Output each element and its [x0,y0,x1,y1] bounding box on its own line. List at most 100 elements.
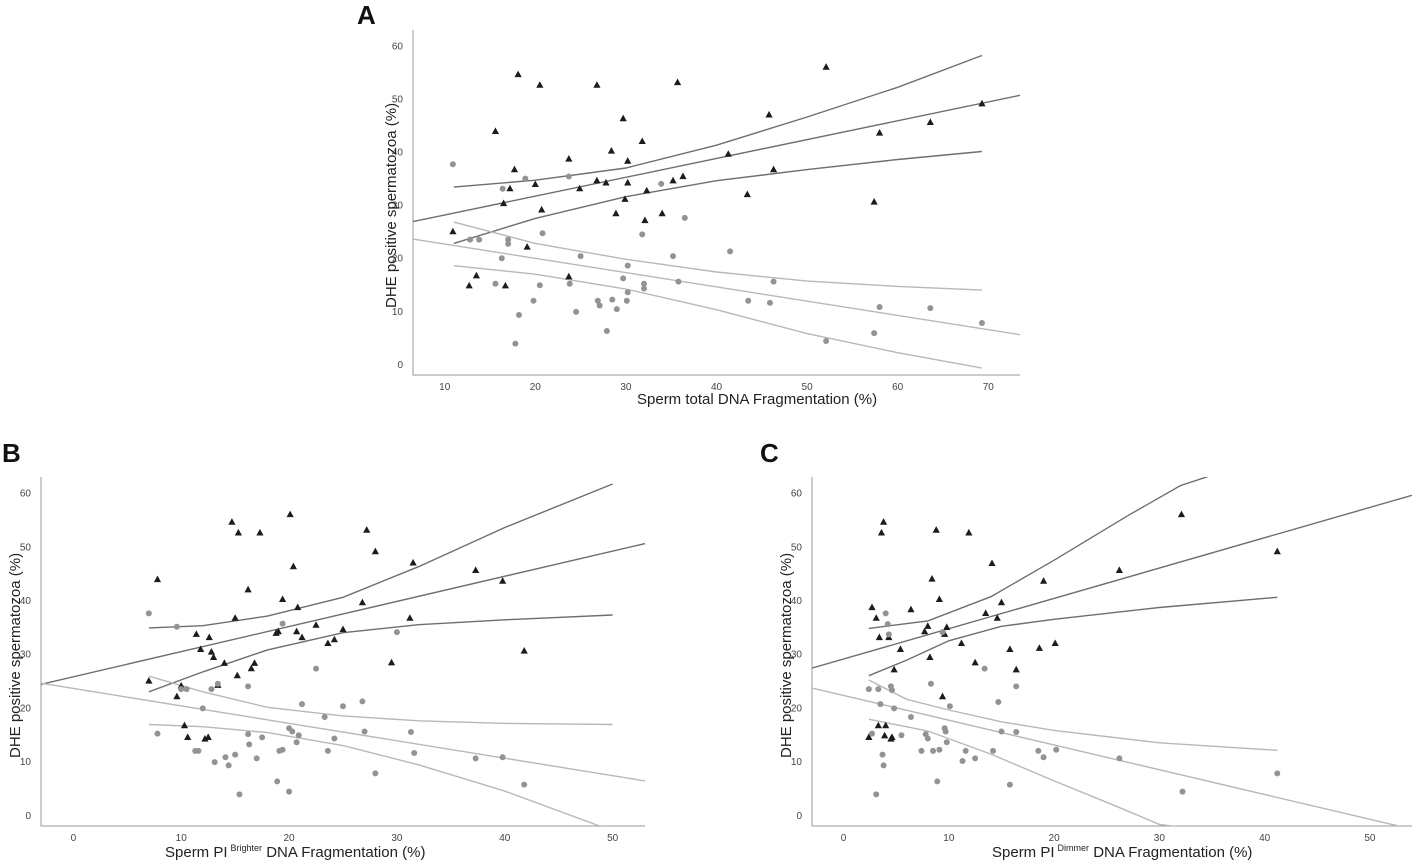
circle-point [962,747,969,754]
triangle-point [924,622,932,629]
panel-a-x-ticks: 10 20 30 40 50 60 70 [439,382,994,393]
x-tick-label: 0 [841,833,847,844]
circle-point [1040,754,1047,761]
panel-letter-c: C [760,438,779,468]
triangle-point [1035,644,1043,651]
circle-point [259,734,266,741]
circle-point [372,770,379,777]
triangle-point [538,205,546,213]
triangle-point [875,128,884,136]
triangle-point [358,598,367,606]
circle-point [1013,729,1020,736]
circle-CI-upper-line [148,675,613,726]
triangle-point [624,178,632,186]
circle-point [313,665,320,672]
circle-point [449,161,456,168]
circle-point [299,701,306,708]
x-tick-label: 20 [1049,833,1061,844]
panel-b-x-label: Sperm PI Brighter DNA Fragmentation (%) [165,843,425,861]
circle-point [936,746,943,753]
circle-point [959,758,966,765]
y-tick-label: 0 [25,811,31,822]
circle-point [981,665,988,672]
circle-point [467,236,474,243]
triangle-point [1012,665,1020,673]
y-tick-label: 20 [20,703,32,714]
triangle-point [499,577,507,584]
triangle-point [1177,510,1186,518]
circle-point [289,728,296,735]
circle-point [1116,755,1123,762]
circle-point [641,280,648,287]
circle-point [536,282,543,289]
circle-point [875,686,882,693]
x-tick-label: 10 [439,382,451,393]
x-tick-label: 40 [1259,833,1271,844]
x-tick-label: 30 [1154,833,1166,844]
triangle-point [1115,566,1123,574]
circle-point [882,610,889,617]
y-tick-label: 30 [392,201,404,212]
circle-point [521,781,528,788]
triangle-point [499,199,508,207]
triangle-point [679,172,687,180]
circle-point [865,686,872,693]
triangle-point [298,633,306,641]
x-tick-label: 50 [1364,833,1376,844]
y-tick-label: 40 [20,596,32,607]
triangle-point [643,186,651,194]
panel-a-y-label: DHE positive spermatozoa (%) [383,103,400,308]
triangle-point [506,184,514,192]
triangle-point [231,614,239,621]
x-tick-label: 40 [499,833,511,844]
triangle-point [993,614,1001,621]
circle-point [942,728,949,735]
panel-c-x-label-rest: DNA Fragmentation (%) [1089,844,1252,861]
triangle-point [205,633,213,641]
triangle-point [943,623,951,630]
x-tick-label: 20 [284,833,296,844]
y-tick-label: 10 [392,307,404,318]
circle-point [505,236,512,243]
triangle-point [145,677,153,684]
triangle-point [514,70,522,78]
triangle-CI-lower-line [868,596,1278,677]
panel-c-x-label-sup: Dimmer [1058,843,1090,853]
triangle-point [877,528,886,536]
triangle-point [988,559,996,567]
circle-point [145,610,152,617]
panel-c-axes [811,477,1412,827]
triangle-point [250,659,259,666]
panel-letter-b: B [2,438,21,468]
circle-point [472,755,479,762]
circle-point [1274,770,1281,777]
panel-b-x-label-rest: DNA Fragmentation (%) [262,844,425,861]
circle-point [609,296,616,303]
circle-point [998,728,1005,735]
circle-point [924,735,931,742]
triangle-point [888,733,896,741]
triangle-point [1039,577,1048,584]
y-tick-label: 40 [791,596,803,607]
panel-c-x-label: Sperm PI Dimmer DNA Fragmentation (%) [992,843,1252,861]
y-tick-label: 10 [791,757,803,768]
circle-point [930,747,937,754]
circle-point [154,730,161,737]
y-tick-label: 40 [392,148,404,159]
triangle-point [576,184,584,192]
y-tick-label: 50 [392,95,404,106]
circle-point [770,278,777,285]
circle-point [340,703,346,710]
circle-point [823,338,830,345]
circle-point [211,759,218,766]
triangle-point [256,528,264,536]
circle-point [880,762,887,769]
circle-CI-lower-line [868,718,1178,826]
panel-a-points [449,63,986,347]
panel-a: A 10 20 30 40 50 60 70 0 10 20 30 40 50 60 Sperm tot… [357,0,1020,408]
triangle-point [363,526,371,533]
circle-point [624,289,631,296]
panel-b-axes [40,477,645,827]
triangle-point [926,118,934,125]
triangle-point [971,658,979,666]
